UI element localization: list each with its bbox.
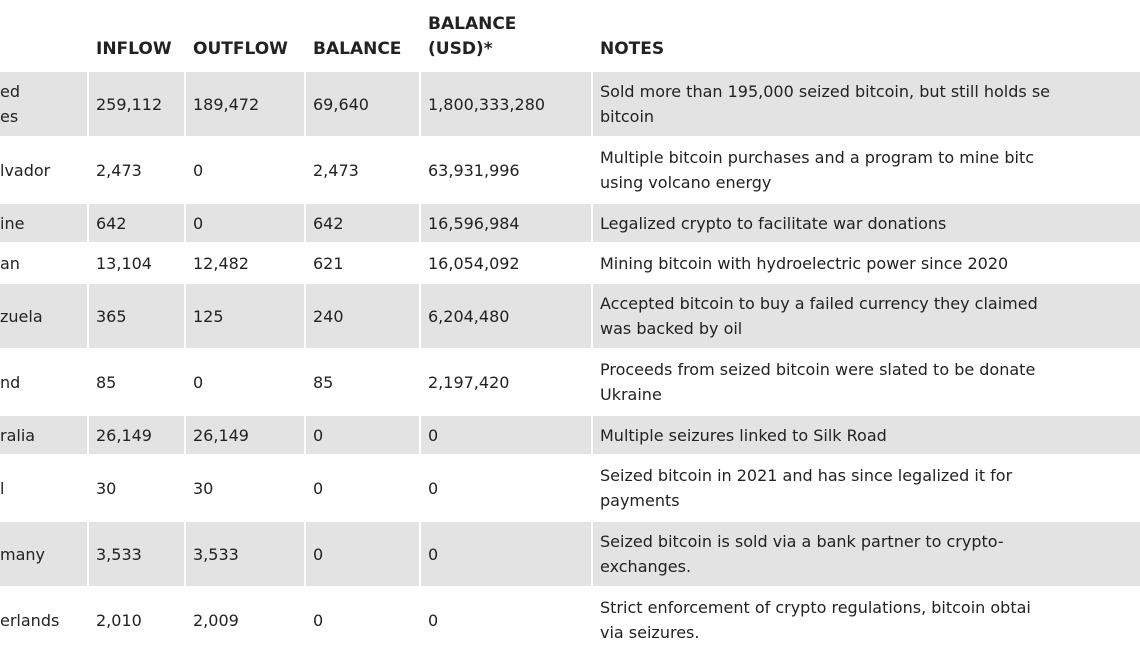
country-cell: ine: [0, 202, 88, 243]
notes-cell: Multiple bitcoin purchases and a program…: [591, 136, 1140, 203]
number-cell: 1,800,333,280: [419, 70, 592, 137]
number-cell: 85: [304, 348, 420, 415]
header-cell: INFLOW: [87, 0, 185, 71]
number-cell: 642: [87, 202, 185, 243]
number-cell: 63,931,996: [419, 136, 592, 203]
country-cell: many: [0, 520, 88, 587]
table-row: ralia 26,149 26,149 0 0 Multiple seizures lin…: [0, 414, 1140, 455]
notes-cell: Seized bitcoin in 2021 and has since leg…: [591, 454, 1140, 521]
notes-cell: Legalized crypto to facilitate war donat…: [591, 202, 1140, 243]
table-row: ed es 259,112 189,472 69,640 1,800,333,280 So…: [0, 70, 1140, 137]
number-cell: 0: [184, 348, 305, 415]
country-cell: nd: [0, 348, 88, 415]
number-cell: 3,533: [87, 520, 185, 587]
header-cell: BALANCE (USD)*: [419, 0, 592, 71]
country-cell: an: [0, 242, 88, 283]
table-row: many 3,533 3,533 0 0 Seized bitcoin is sold v…: [0, 520, 1140, 587]
country-cell: ed es: [0, 70, 88, 137]
number-cell: 189,472: [184, 70, 305, 137]
number-cell: 621: [304, 242, 420, 283]
table-row: zuela 365 125 240 6,204,480 Accepted bitcoin …: [0, 282, 1140, 349]
number-cell: 30: [184, 454, 305, 521]
header-cell: OUTFLOW: [184, 0, 305, 71]
notes-cell: Strict enforcement of crypto regulations…: [591, 586, 1140, 652]
number-cell: 85: [87, 348, 185, 415]
number-cell: 0: [184, 202, 305, 243]
table-row: an 13,104 12,482 621 16,054,092 Mining bitcoi…: [0, 242, 1140, 283]
number-cell: 0: [184, 136, 305, 203]
notes-cell: Proceeds from seized bitcoin were slated…: [591, 348, 1140, 415]
number-cell: 365: [87, 282, 185, 349]
table-row: nd 85 0 85 2,197,420 Proceeds from seized bit…: [0, 348, 1140, 415]
number-cell: 16,054,092: [419, 242, 592, 283]
number-cell: 3,533: [184, 520, 305, 587]
table-row: erlands 2,010 2,009 0 0 Strict enforcement of…: [0, 586, 1140, 652]
number-cell: 125: [184, 282, 305, 349]
header-row: INFLOW OUTFLOW BALANCE BALANCE (USD)* NOTES: [0, 0, 1140, 71]
number-cell: 642: [304, 202, 420, 243]
header-cell: BALANCE: [304, 0, 420, 71]
number-cell: 2,010: [87, 586, 185, 652]
country-cell: ralia: [0, 414, 88, 455]
notes-cell: Mining bitcoin with hydroelectric power …: [591, 242, 1140, 283]
number-cell: 69,640: [304, 70, 420, 137]
number-cell: 0: [419, 586, 592, 652]
notes-cell: Multiple seizures linked to Silk Road: [591, 414, 1140, 455]
number-cell: 6,204,480: [419, 282, 592, 349]
country-cell: zuela: [0, 282, 88, 349]
number-cell: 240: [304, 282, 420, 349]
table-row: l 30 30 0 0 Seized bitcoin in 2021 and has si…: [0, 454, 1140, 521]
number-cell: 12,482: [184, 242, 305, 283]
number-cell: 2,473: [304, 136, 420, 203]
number-cell: 0: [419, 520, 592, 587]
number-cell: 0: [304, 454, 420, 521]
notes-cell: Accepted bitcoin to buy a failed currenc…: [591, 282, 1140, 349]
number-cell: 30: [87, 454, 185, 521]
table-row: ine 642 0 642 16,596,984 Legalized crypto to …: [0, 202, 1140, 243]
number-cell: 259,112: [87, 70, 185, 137]
notes-cell: Sold more than 195,000 seized bitcoin, b…: [591, 70, 1140, 137]
number-cell: 16,596,984: [419, 202, 592, 243]
number-cell: 26,149: [87, 414, 185, 455]
number-cell: 2,009: [184, 586, 305, 652]
country-cell: lvador: [0, 136, 88, 203]
number-cell: 0: [304, 586, 420, 652]
number-cell: 2,197,420: [419, 348, 592, 415]
header-cell: NOTES: [591, 0, 1140, 71]
header-cell: [0, 0, 88, 71]
table-row: lvador 2,473 0 2,473 63,931,996 Multiple bitc…: [0, 136, 1140, 203]
number-cell: 0: [304, 414, 420, 455]
number-cell: 2,473: [87, 136, 185, 203]
notes-cell: Seized bitcoin is sold via a bank partne…: [591, 520, 1140, 587]
number-cell: 26,149: [184, 414, 305, 455]
number-cell: 13,104: [87, 242, 185, 283]
number-cell: 0: [304, 520, 420, 587]
country-cell: l: [0, 454, 88, 521]
number-cell: 0: [419, 414, 592, 455]
number-cell: 0: [419, 454, 592, 521]
country-cell: erlands: [0, 586, 88, 652]
